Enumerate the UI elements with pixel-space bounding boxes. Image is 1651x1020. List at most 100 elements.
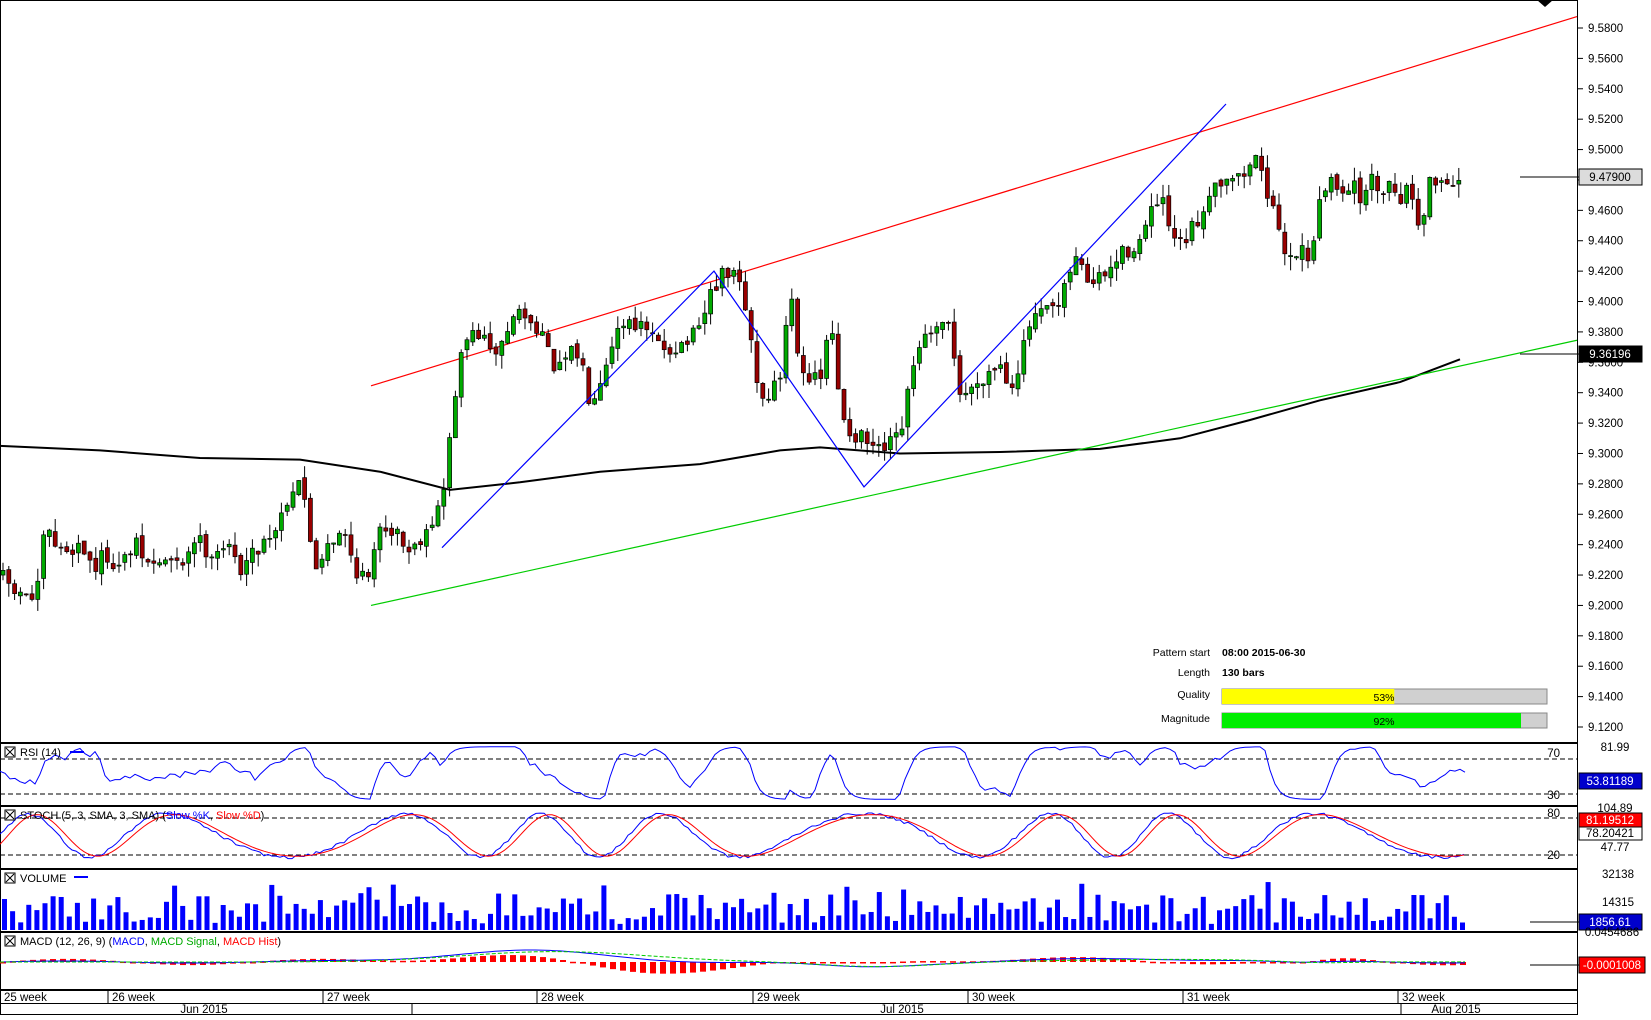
candle-body — [18, 591, 23, 597]
candle-body — [458, 352, 464, 398]
month-label: Jul 2015 — [880, 1004, 923, 1015]
volume-bar — [1257, 908, 1263, 930]
candle-body — [99, 550, 104, 575]
volume-bar — [212, 922, 218, 930]
scroll-marker-icon[interactable] — [1537, 0, 1553, 7]
magnitude-label: Magnitude — [1161, 713, 1210, 725]
volume-bar — [1322, 895, 1328, 930]
candle-body — [1079, 258, 1085, 265]
candle-body — [134, 537, 139, 556]
macd-hist-bar — [1280, 962, 1286, 964]
candle-body — [429, 524, 435, 528]
rsi-level-30-label: 30 — [1547, 790, 1560, 802]
week-label: 26 week — [112, 992, 155, 1004]
macd-panel[interactable]: MACD (12, 26, 9) (MACD, MACD Signal, MAC… — [0, 927, 1646, 990]
macd-hist-bar — [700, 962, 706, 972]
macd-hist-bar — [1340, 958, 1346, 962]
candle-body — [806, 373, 812, 383]
macd-hist-bar — [620, 962, 626, 971]
volume-bar — [83, 921, 88, 930]
rsi-panel[interactable]: RSI (14) 70 30 81.99 53.81189 — [0, 742, 1643, 806]
volume-bar — [1014, 908, 1020, 930]
price-tick-label: 9.2200 — [1588, 570, 1623, 582]
volume-close-cross-icon — [5, 873, 15, 883]
pattern-start-label: Pattern start — [1153, 647, 1210, 659]
candle-body — [1433, 177, 1438, 186]
candle-body — [917, 347, 922, 364]
candle-body — [487, 333, 493, 350]
candle-body — [1207, 195, 1212, 213]
candle-body — [737, 269, 742, 283]
candle-body — [1363, 189, 1369, 206]
candle-body — [505, 331, 510, 344]
week-label: 27 week — [327, 992, 370, 1004]
volume-bar — [909, 914, 915, 930]
stoch-k-path — [0, 812, 1465, 860]
candle-body — [447, 437, 452, 489]
candle-body — [267, 538, 273, 540]
candle-body — [302, 477, 307, 500]
candle-body — [801, 355, 806, 374]
volume-bar — [74, 902, 80, 930]
pattern-info-box: Pattern start 08:00 2015-06-30 Length 13… — [1153, 647, 1548, 729]
volume-bar — [1338, 917, 1344, 930]
volume-bar — [941, 913, 947, 930]
price-tick-label: 9.3800 — [1588, 327, 1623, 339]
macd-hist-bar — [630, 962, 636, 972]
candle-body — [1114, 261, 1119, 269]
volume-bar — [236, 916, 242, 930]
macd-hist-bar — [560, 959, 566, 962]
volume-bar — [99, 919, 105, 930]
stochastic-panel[interactable]: STOCH (5, 3, SMA, 3, SMA) (Slow %K, Slow… — [0, 803, 1643, 869]
candle-body — [1398, 194, 1404, 204]
candle-body — [180, 562, 186, 566]
candle-body — [1317, 199, 1322, 239]
candle-body — [482, 334, 487, 339]
volume-bar — [1079, 883, 1085, 930]
candle-body — [934, 326, 940, 334]
price-panel[interactable]: 9.58009.56009.54009.52009.50009.48009.46… — [0, 0, 1643, 743]
candle-body — [986, 371, 992, 385]
macd-hist-bar — [1270, 962, 1276, 964]
macd-hist-bar — [400, 960, 406, 963]
candle-body — [656, 334, 661, 342]
macd-hist-bar — [1200, 962, 1206, 965]
macd-hist-bar — [880, 962, 886, 964]
volume-bar — [512, 894, 518, 930]
macd-value-label: -0.0001008 — [1583, 960, 1641, 972]
volume-bar — [585, 914, 591, 930]
candle-body — [1294, 256, 1299, 259]
macd-hist-bar — [1440, 962, 1446, 966]
volume-panel[interactable]: VOLUME 32138 14315 1856.61 — [0, 869, 1643, 932]
macd-hist-bar — [430, 959, 436, 962]
macd-hist-bar — [1450, 962, 1456, 966]
volume-bar — [1419, 895, 1425, 930]
macd-hist-bar — [1300, 962, 1306, 964]
macd-hist-label: MACD Hist — [223, 936, 277, 948]
candle-body — [586, 367, 592, 404]
volume-bar — [196, 896, 202, 930]
volume-bar — [66, 916, 72, 930]
macd-hist-bar — [1080, 957, 1086, 962]
volume-bar — [1087, 916, 1093, 930]
candle-body — [922, 333, 928, 348]
volume-bar — [1046, 907, 1052, 930]
volume-bars — [2, 882, 1465, 930]
macd-hist-bar — [1350, 958, 1356, 962]
volume-bar — [536, 907, 542, 930]
macd-hist-bar — [1070, 957, 1076, 962]
volume-bar — [382, 916, 388, 930]
volume-bar — [1289, 901, 1295, 930]
volume-bar — [301, 908, 307, 930]
stoch-title-sep: , — [210, 810, 216, 822]
candle-body — [1154, 204, 1160, 207]
volume-bar — [601, 885, 607, 930]
macd-title-prefix: MACD (12, 26, 9) ( — [20, 936, 113, 948]
volume-bar — [188, 919, 194, 930]
candle-body — [87, 551, 93, 561]
candle-body — [383, 527, 389, 532]
macd-hist-bar — [130, 962, 136, 964]
candle-body — [331, 542, 336, 545]
candle-body — [830, 333, 835, 340]
